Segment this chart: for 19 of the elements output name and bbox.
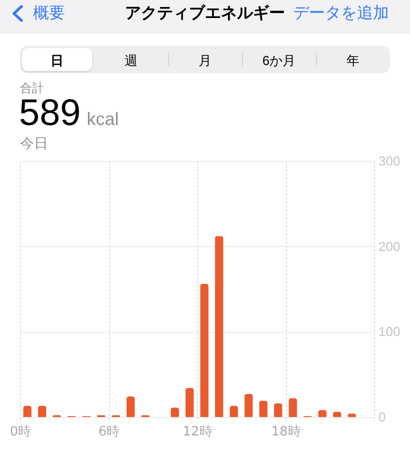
x-tick-label: 18時 xyxy=(271,424,301,440)
x-tick-label: 0時 xyxy=(10,424,32,440)
text: 日 xyxy=(50,53,64,68)
text: kcal xyxy=(86,109,119,129)
chart-title: アクティブエネルギー xyxy=(125,5,285,22)
y-tick-label: 100 xyxy=(378,324,400,340)
text: 月 xyxy=(198,53,212,68)
text: 週 xyxy=(124,53,138,68)
x-tick-label: 12時 xyxy=(182,424,212,440)
text: データを追加 xyxy=(293,5,389,22)
text: 今日 xyxy=(20,135,48,151)
y-tick-label: 0 xyxy=(378,410,386,424)
y-tick-label: 200 xyxy=(378,238,400,254)
y-tick-label: 300 xyxy=(378,154,400,168)
text: 6か月 xyxy=(262,53,296,68)
text: 合計 xyxy=(20,81,44,95)
text: 年 xyxy=(346,53,360,68)
x-tick-label: 6時 xyxy=(98,424,120,440)
text: 概要 xyxy=(33,5,65,22)
